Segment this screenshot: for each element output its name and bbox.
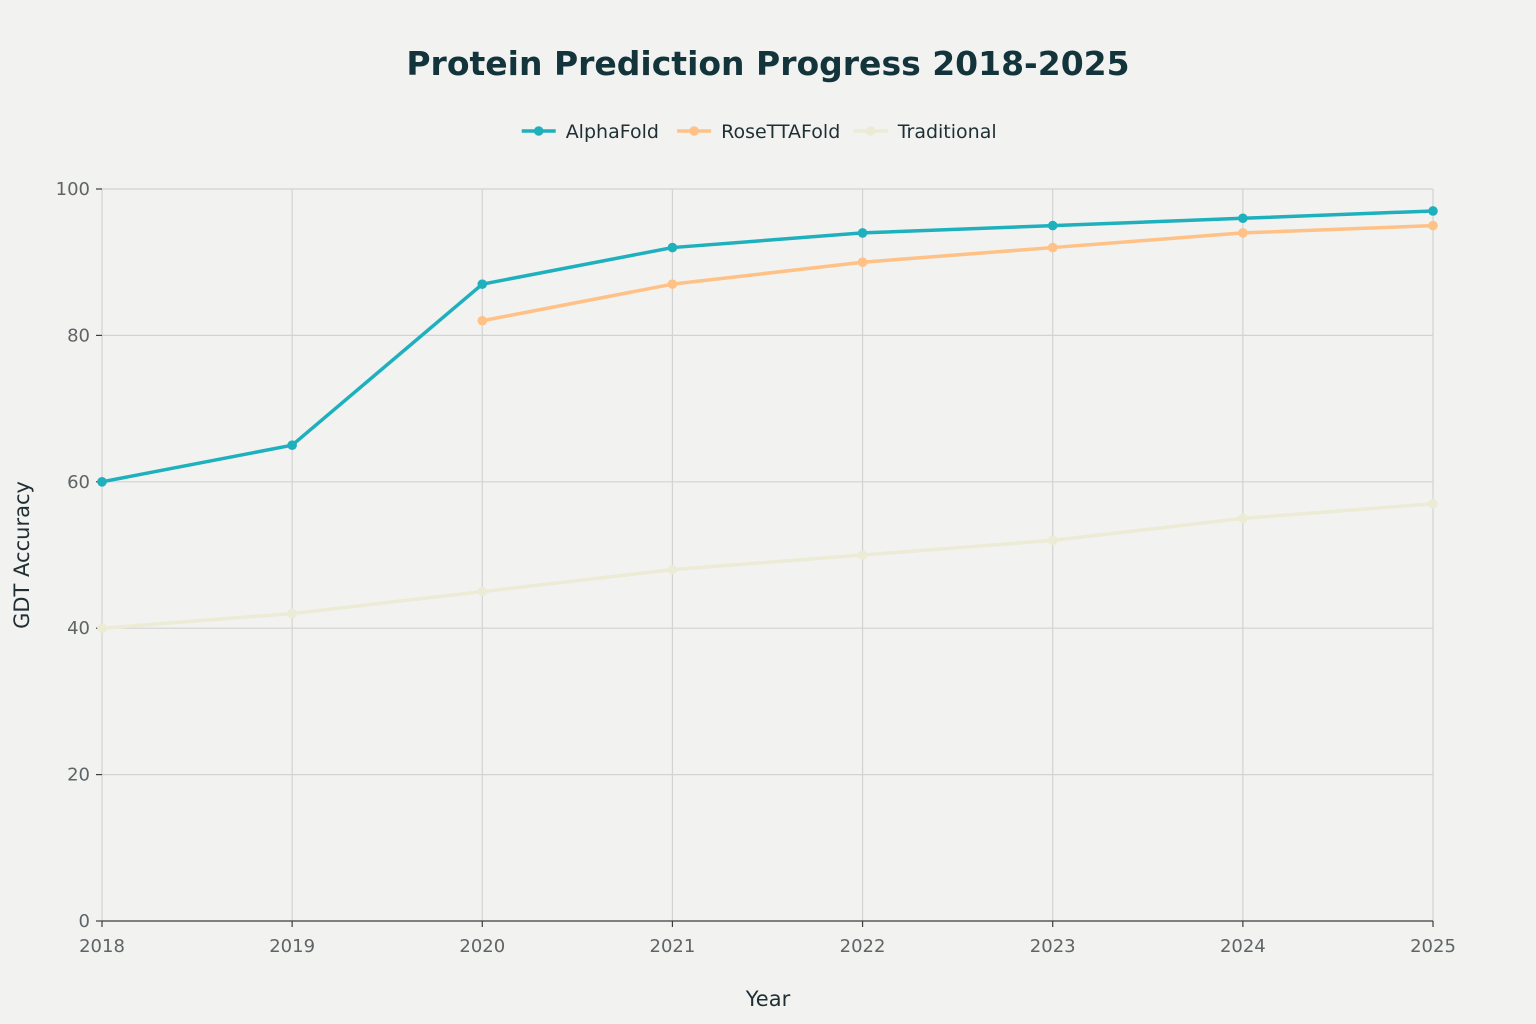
series-alphafold xyxy=(97,206,1438,487)
legend-item-traditional[interactable]: Traditional xyxy=(853,121,997,143)
data-point xyxy=(1428,206,1438,216)
legend-swatch-marker xyxy=(865,126,876,136)
legend-item-alphafold[interactable]: AlphaFold xyxy=(521,121,659,143)
data-point xyxy=(1238,213,1248,224)
data-point xyxy=(857,257,868,268)
legend-label: Traditional xyxy=(897,121,997,143)
data-point xyxy=(287,608,297,619)
data-point xyxy=(1428,220,1438,231)
x-axis-title: Year xyxy=(745,987,791,1011)
x-tick-label: 2020 xyxy=(459,936,505,957)
data-point xyxy=(477,279,488,289)
data-point xyxy=(97,623,107,633)
data-point xyxy=(477,586,488,597)
data-point xyxy=(287,440,297,451)
series-line xyxy=(100,209,1435,484)
series-line xyxy=(100,502,1435,630)
data-point xyxy=(1047,220,1058,231)
legend-item-rosettafold[interactable]: RoseTTAFold xyxy=(677,121,840,143)
legend-background xyxy=(515,111,1021,149)
x-tick-label: 2022 xyxy=(840,936,886,957)
legend: AlphaFold RoseTTAFold Traditional xyxy=(515,111,1021,149)
series-line xyxy=(480,223,1435,323)
data-point xyxy=(667,279,678,289)
legend-swatch-marker xyxy=(533,126,544,136)
x-tick-label: 2025 xyxy=(1410,936,1456,957)
y-tick-label: 80 xyxy=(67,325,90,346)
grid xyxy=(101,188,1434,921)
data-point xyxy=(857,550,868,560)
data-point xyxy=(1428,498,1438,509)
y-axis-title: GDT Accuracy xyxy=(10,481,34,629)
legend-label: RoseTTAFold xyxy=(721,121,840,143)
y-tick-label: 40 xyxy=(67,618,90,639)
axes: 0 20 40 60 80 100 2018 2019 2020 2021 2022 2023 2024… xyxy=(56,179,1456,957)
y-tick-label: 100 xyxy=(56,179,90,200)
x-tick-label: 2019 xyxy=(269,936,315,957)
data-point xyxy=(857,228,868,238)
data-point xyxy=(97,477,107,487)
x-tick-label: 2021 xyxy=(650,936,696,957)
data-point xyxy=(667,564,678,575)
legend-label: AlphaFold xyxy=(566,121,659,143)
data-point xyxy=(667,242,678,253)
series-rosettafold xyxy=(477,220,1438,326)
data-point xyxy=(1238,513,1248,524)
y-tick-label: 60 xyxy=(67,472,90,493)
x-tick-label: 2024 xyxy=(1220,936,1266,957)
series-layer xyxy=(97,206,1438,633)
data-point xyxy=(1047,535,1058,546)
x-tick-label: 2023 xyxy=(1030,936,1076,957)
y-tick-label: 20 xyxy=(67,765,90,786)
chart-title: Protein Prediction Progress 2018-2025 xyxy=(406,44,1129,83)
data-point xyxy=(1238,228,1248,238)
data-point xyxy=(1047,242,1058,253)
series-traditional xyxy=(97,498,1438,633)
x-tick-label: 2018 xyxy=(79,936,125,957)
y-tick-label: 0 xyxy=(79,911,90,932)
data-point xyxy=(477,315,488,326)
legend-swatch-marker xyxy=(689,126,699,136)
